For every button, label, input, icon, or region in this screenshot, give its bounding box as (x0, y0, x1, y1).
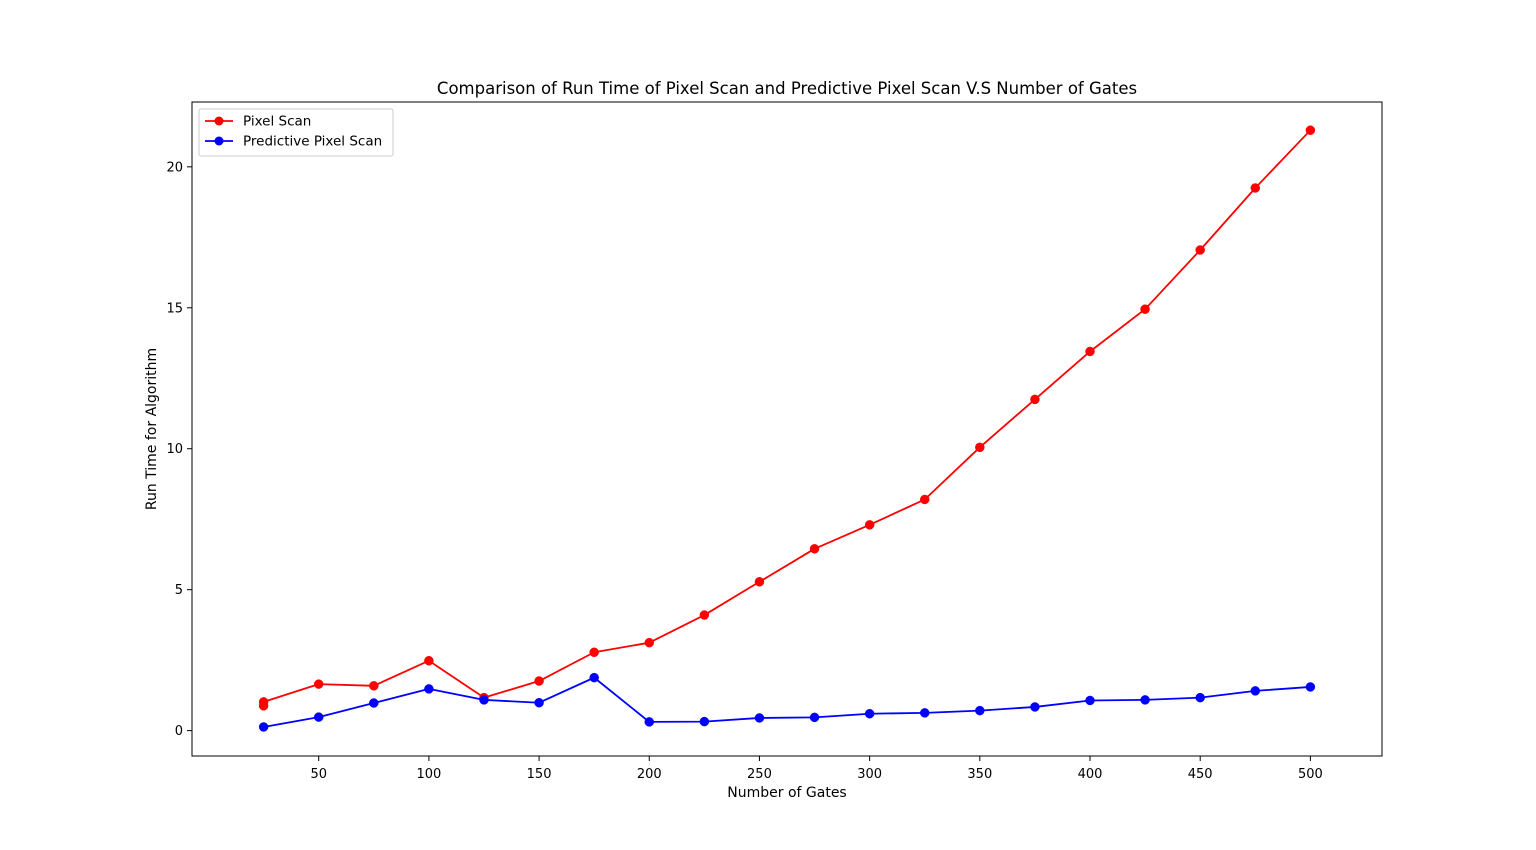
data-point (1140, 304, 1150, 314)
data-point (864, 520, 875, 530)
x-tick-label: 300 (857, 767, 882, 782)
data-point (534, 676, 544, 686)
data-point (975, 705, 985, 716)
data-point (1305, 125, 1316, 135)
data-point (644, 637, 655, 648)
data-point (1250, 686, 1261, 696)
data-point (1030, 394, 1040, 405)
data-point (754, 713, 765, 723)
series-pixel-scan (258, 125, 1316, 711)
data-point (1085, 346, 1095, 357)
data-point (975, 442, 985, 453)
series-predictive-pixel-scan (258, 672, 1316, 732)
data-point (1250, 183, 1261, 193)
data-point (1195, 692, 1205, 703)
chart-title: Comparison of Run Time of Pixel Scan and… (437, 79, 1137, 98)
data-point (1195, 245, 1205, 255)
x-tick-label: 150 (527, 767, 552, 782)
x-tick-label: 500 (1298, 767, 1323, 782)
data-point (919, 494, 930, 505)
data-point (534, 697, 544, 708)
legend-marker (214, 136, 224, 146)
data-point (369, 681, 379, 691)
x-tick-label: 250 (747, 767, 772, 782)
y-tick-label: 0 (175, 724, 183, 739)
data-point (1140, 695, 1150, 705)
data-point (809, 712, 820, 723)
data-point (1305, 682, 1316, 692)
data-point (424, 684, 434, 694)
data-point (699, 610, 710, 620)
x-tick-label: 100 (416, 767, 441, 782)
data-point (589, 647, 599, 658)
data-point (644, 717, 655, 727)
y-tick-label: 15 (166, 301, 183, 316)
y-axis-label: Run Time for Algorithm (144, 348, 160, 510)
x-axis-label: Number of Gates (727, 785, 846, 801)
series-layer (258, 125, 1316, 732)
data-point (919, 708, 930, 718)
data-point (479, 695, 489, 705)
data-point (313, 679, 324, 689)
plot-frame (191, 101, 1383, 757)
y-axis: 0 5 10 15 20 (166, 160, 192, 739)
x-axis: 50 100 150 200 250 300 350 400 450 500 (310, 756, 1323, 782)
legend-label: Predictive Pixel Scan (243, 134, 382, 150)
x-tick-label: 450 (1188, 767, 1213, 782)
data-point (313, 712, 324, 722)
data-point (699, 716, 710, 727)
data-point (1085, 695, 1095, 706)
data-point (754, 577, 765, 587)
legend-box (198, 108, 394, 157)
data-point (258, 697, 269, 707)
x-tick-label: 50 (310, 767, 327, 782)
y-tick-label: 5 (175, 583, 183, 598)
data-point (369, 698, 379, 708)
y-tick-label: 20 (166, 160, 183, 175)
series-line (263, 676, 1311, 728)
data-point (809, 544, 820, 554)
x-tick-label: 400 (1078, 767, 1103, 782)
x-tick-label: 350 (967, 767, 992, 782)
x-tick-label: 200 (637, 767, 662, 782)
data-point (864, 708, 875, 719)
legend: Pixel Scan Predictive Pixel Scan (198, 108, 394, 157)
data-point (589, 672, 599, 683)
data-point (424, 655, 434, 666)
legend-marker (214, 116, 224, 126)
plot-area: 50 100 150 200 250 300 350 400 450 500 0 5 10 15 20 (166, 101, 1383, 782)
data-point (258, 722, 269, 732)
data-point (1030, 702, 1040, 712)
legend-label: Pixel Scan (243, 114, 311, 130)
y-tick-label: 10 (166, 442, 183, 457)
